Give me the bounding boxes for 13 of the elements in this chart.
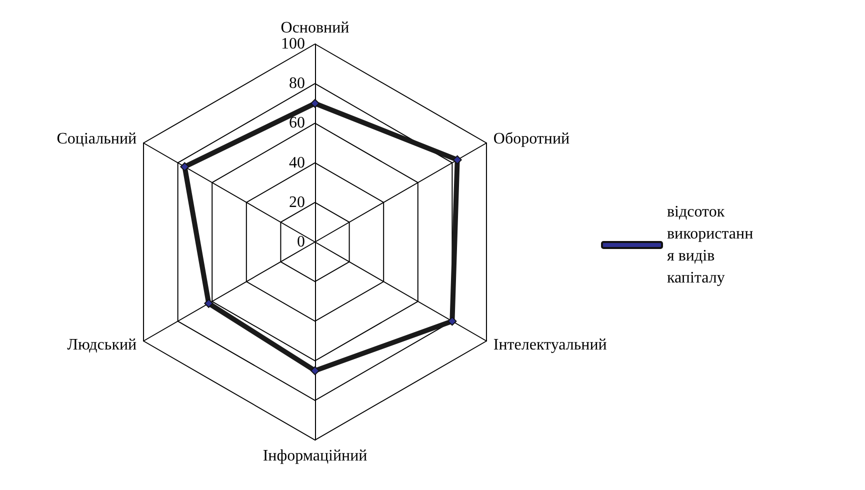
spoke-label: Соціальний xyxy=(56,130,138,148)
legend-label: відсоток використання видів капіталу xyxy=(667,204,754,286)
y-tick-label: 100 xyxy=(281,36,305,52)
y-tick-label: 0 xyxy=(297,234,305,250)
y-tick-label: 40 xyxy=(289,154,305,172)
y-tick-label: 80 xyxy=(289,75,305,92)
y-tick-label: 20 xyxy=(289,194,305,211)
spoke-label: Інтелектуальний xyxy=(493,336,608,354)
spoke-label: Оборотний xyxy=(493,130,570,148)
spoke-label: Інформаційний xyxy=(262,448,368,464)
y-tick-label: 60 xyxy=(289,114,305,132)
spoke-label: Основний xyxy=(280,20,350,36)
spoke-label: Людський xyxy=(67,336,138,354)
